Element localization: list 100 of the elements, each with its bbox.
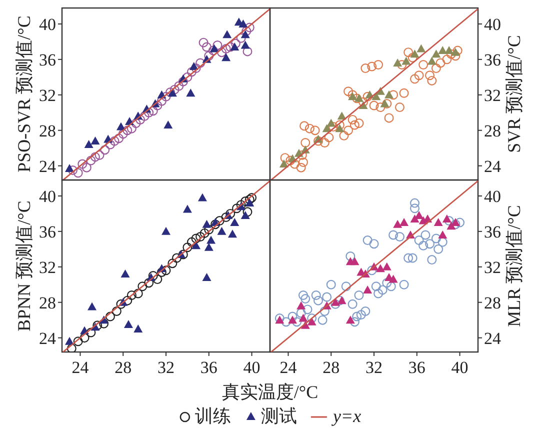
point <box>346 316 355 324</box>
point <box>88 302 97 310</box>
point <box>374 60 384 70</box>
point <box>348 299 358 309</box>
point <box>320 306 330 316</box>
point <box>393 58 402 66</box>
point <box>238 19 248 28</box>
point <box>116 122 126 130</box>
point <box>360 306 370 316</box>
point <box>204 242 214 251</box>
point <box>384 113 394 123</box>
point <box>122 296 132 306</box>
point <box>313 136 323 146</box>
point <box>298 158 308 168</box>
x-tick-label: 40 <box>243 358 260 377</box>
point <box>279 160 288 168</box>
point <box>162 226 170 235</box>
point <box>240 196 250 206</box>
point <box>170 84 180 94</box>
point <box>302 304 312 314</box>
point <box>354 118 364 128</box>
point <box>298 290 308 300</box>
point <box>161 92 171 102</box>
point <box>92 320 102 330</box>
point <box>436 58 446 68</box>
point <box>425 239 435 249</box>
point <box>189 62 198 70</box>
y2-tick-label: 32 <box>484 258 501 277</box>
y2-tick-label: 24 <box>484 328 502 348</box>
point <box>288 312 298 322</box>
point <box>434 244 444 254</box>
point <box>230 38 240 48</box>
point <box>168 258 178 268</box>
point <box>311 290 321 300</box>
y-tick-label: 24 <box>39 328 56 348</box>
y-axis-title: BPNN 预测值/°C <box>14 200 34 332</box>
point <box>65 164 74 172</box>
point <box>330 298 340 306</box>
point <box>363 285 372 294</box>
point <box>350 120 360 130</box>
y-tick-label: 32 <box>39 86 56 105</box>
point <box>296 308 306 318</box>
point <box>320 138 330 148</box>
x-tick-label: 32 <box>158 358 174 377</box>
x-tick-label: 28 <box>322 358 340 377</box>
point <box>362 236 372 246</box>
point <box>300 121 310 131</box>
point <box>431 234 441 244</box>
point <box>244 22 254 32</box>
point <box>341 282 351 292</box>
y2-tick-label: 40 <box>484 14 501 34</box>
point <box>182 204 192 213</box>
point <box>450 51 460 61</box>
y-tick-label: 40 <box>39 186 56 206</box>
point <box>346 251 356 261</box>
point <box>198 38 208 48</box>
point <box>288 316 298 324</box>
point <box>68 165 78 175</box>
point <box>298 314 308 322</box>
point <box>222 30 232 38</box>
point <box>182 72 192 82</box>
legend-label: y=x <box>330 406 362 426</box>
point <box>144 278 154 288</box>
x-tick-label: 40 <box>451 358 468 377</box>
point <box>326 118 336 127</box>
point <box>200 228 210 238</box>
point <box>402 56 411 65</box>
point <box>126 290 136 300</box>
point <box>386 282 396 292</box>
point <box>432 50 441 58</box>
point <box>202 42 212 52</box>
point <box>186 237 196 247</box>
y-tick-label: 28 <box>39 293 56 312</box>
point <box>324 132 334 142</box>
point <box>247 192 257 202</box>
point <box>322 292 332 302</box>
y-tick-label: 32 <box>39 258 56 277</box>
point <box>367 266 377 276</box>
point <box>124 320 133 328</box>
point <box>240 40 250 49</box>
point <box>399 88 409 98</box>
point <box>186 88 196 97</box>
point <box>172 253 182 263</box>
point <box>148 106 158 116</box>
point <box>178 250 188 260</box>
point <box>382 262 392 270</box>
point <box>414 70 424 80</box>
point <box>304 124 314 134</box>
point <box>335 124 344 132</box>
y2-tick-label: 40 <box>484 186 501 206</box>
point <box>65 336 74 345</box>
x-tick-label: 28 <box>114 358 132 377</box>
point <box>206 236 216 244</box>
y-tick-label: 28 <box>39 121 56 140</box>
point <box>425 70 435 80</box>
point <box>86 328 96 338</box>
point <box>210 220 220 230</box>
point <box>214 216 224 226</box>
point <box>118 129 128 139</box>
point <box>242 207 252 217</box>
